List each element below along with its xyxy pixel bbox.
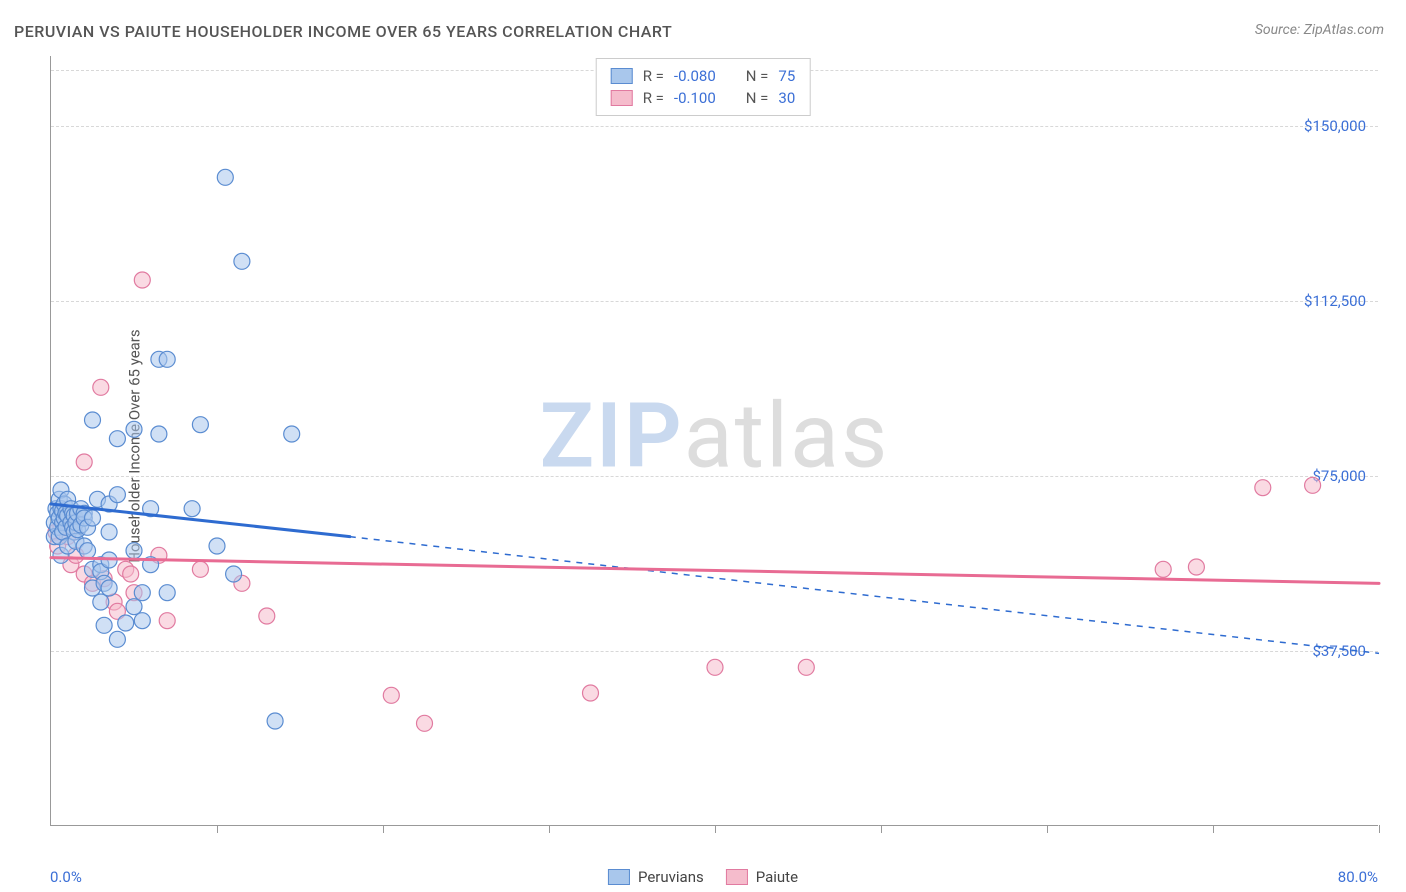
scatter-point [417,715,433,731]
scatter-point [101,524,117,540]
legend-n-label: N = [746,67,769,85]
scatter-point [93,379,109,395]
legend-swatch [611,68,633,84]
legend-n-label: N = [746,89,769,107]
scatter-point [1255,480,1271,496]
scatter-point [126,421,142,437]
legend-r-label: R = [643,67,664,85]
x-tick [549,825,550,833]
x-tick [217,825,218,833]
trend-line [51,558,1379,584]
scatter-point [798,659,814,675]
scatter-point [184,501,200,517]
scatter-point [134,272,150,288]
legend-n-value: 75 [778,67,795,85]
scatter-point [126,543,142,559]
scatter-point [101,580,117,596]
source-attribution: Source: ZipAtlas.com [1255,22,1384,38]
legend-swatch [726,869,748,885]
scatter-point [109,431,125,447]
legend-stat-row: R = -0.100 N = 30 [611,87,796,109]
x-axis-max-label: 80.0% [1338,868,1378,886]
scatter-point [209,538,225,554]
scatter-point [1155,561,1171,577]
scatter-point [118,615,134,631]
legend-series-box: Peruvians Paiute [608,868,798,886]
scatter-point [159,585,175,601]
legend-series-label: Peruvians [638,868,704,886]
scatter-point [234,253,250,269]
legend-r-value: -0.080 [674,67,716,85]
source-value: ZipAtlas.com [1304,22,1384,38]
legend-swatch [611,90,633,106]
scatter-point [85,510,101,526]
source-label: Source: [1255,22,1304,38]
legend-series-item: Peruvians [608,868,704,886]
scatter-point [93,594,109,610]
chart-title: PERUVIAN VS PAIUTE HOUSEHOLDER INCOME OV… [14,22,672,41]
legend-series-label: Paiute [756,868,798,886]
scatter-point [226,566,242,582]
legend-n-value: 30 [778,89,795,107]
legend-series-item: Paiute [726,868,798,886]
scatter-point [159,613,175,629]
x-tick [715,825,716,833]
x-tick [383,825,384,833]
scatter-point [192,417,208,433]
trend-line-dash [350,537,1379,654]
scatter-point [96,617,112,633]
x-tick [1379,825,1380,833]
scatter-point [134,585,150,601]
scatter-point [80,543,96,559]
scatter-point [134,613,150,629]
scatter-point [126,599,142,615]
scatter-point [259,608,275,624]
scatter-point [123,566,139,582]
scatter-point [109,487,125,503]
scatter-svg [51,56,1378,825]
scatter-point [76,454,92,470]
scatter-point [1188,559,1204,575]
x-tick [1047,825,1048,833]
scatter-point [159,351,175,367]
scatter-point [217,169,233,185]
scatter-point [284,426,300,442]
legend-stat-row: R = -0.080 N = 75 [611,65,796,87]
scatter-point [151,426,167,442]
scatter-point [583,685,599,701]
legend-swatch [608,869,630,885]
legend-stats-box: R = -0.080 N = 75 R = -0.100 N = 30 [596,58,811,116]
x-axis-min-label: 0.0% [50,868,82,886]
plot-area: ZIPatlas $37,500$75,000$112,500$150,000 [50,56,1378,826]
legend-r-value: -0.100 [674,89,716,107]
chart-container: PERUVIAN VS PAIUTE HOUSEHOLDER INCOME OV… [0,0,1406,892]
legend-r-label: R = [643,89,664,107]
scatter-point [1305,477,1321,493]
x-tick [881,825,882,833]
scatter-point [267,713,283,729]
x-tick [1213,825,1214,833]
scatter-point [192,561,208,577]
scatter-point [85,412,101,428]
scatter-point [707,659,723,675]
scatter-point [383,687,399,703]
scatter-point [109,631,125,647]
